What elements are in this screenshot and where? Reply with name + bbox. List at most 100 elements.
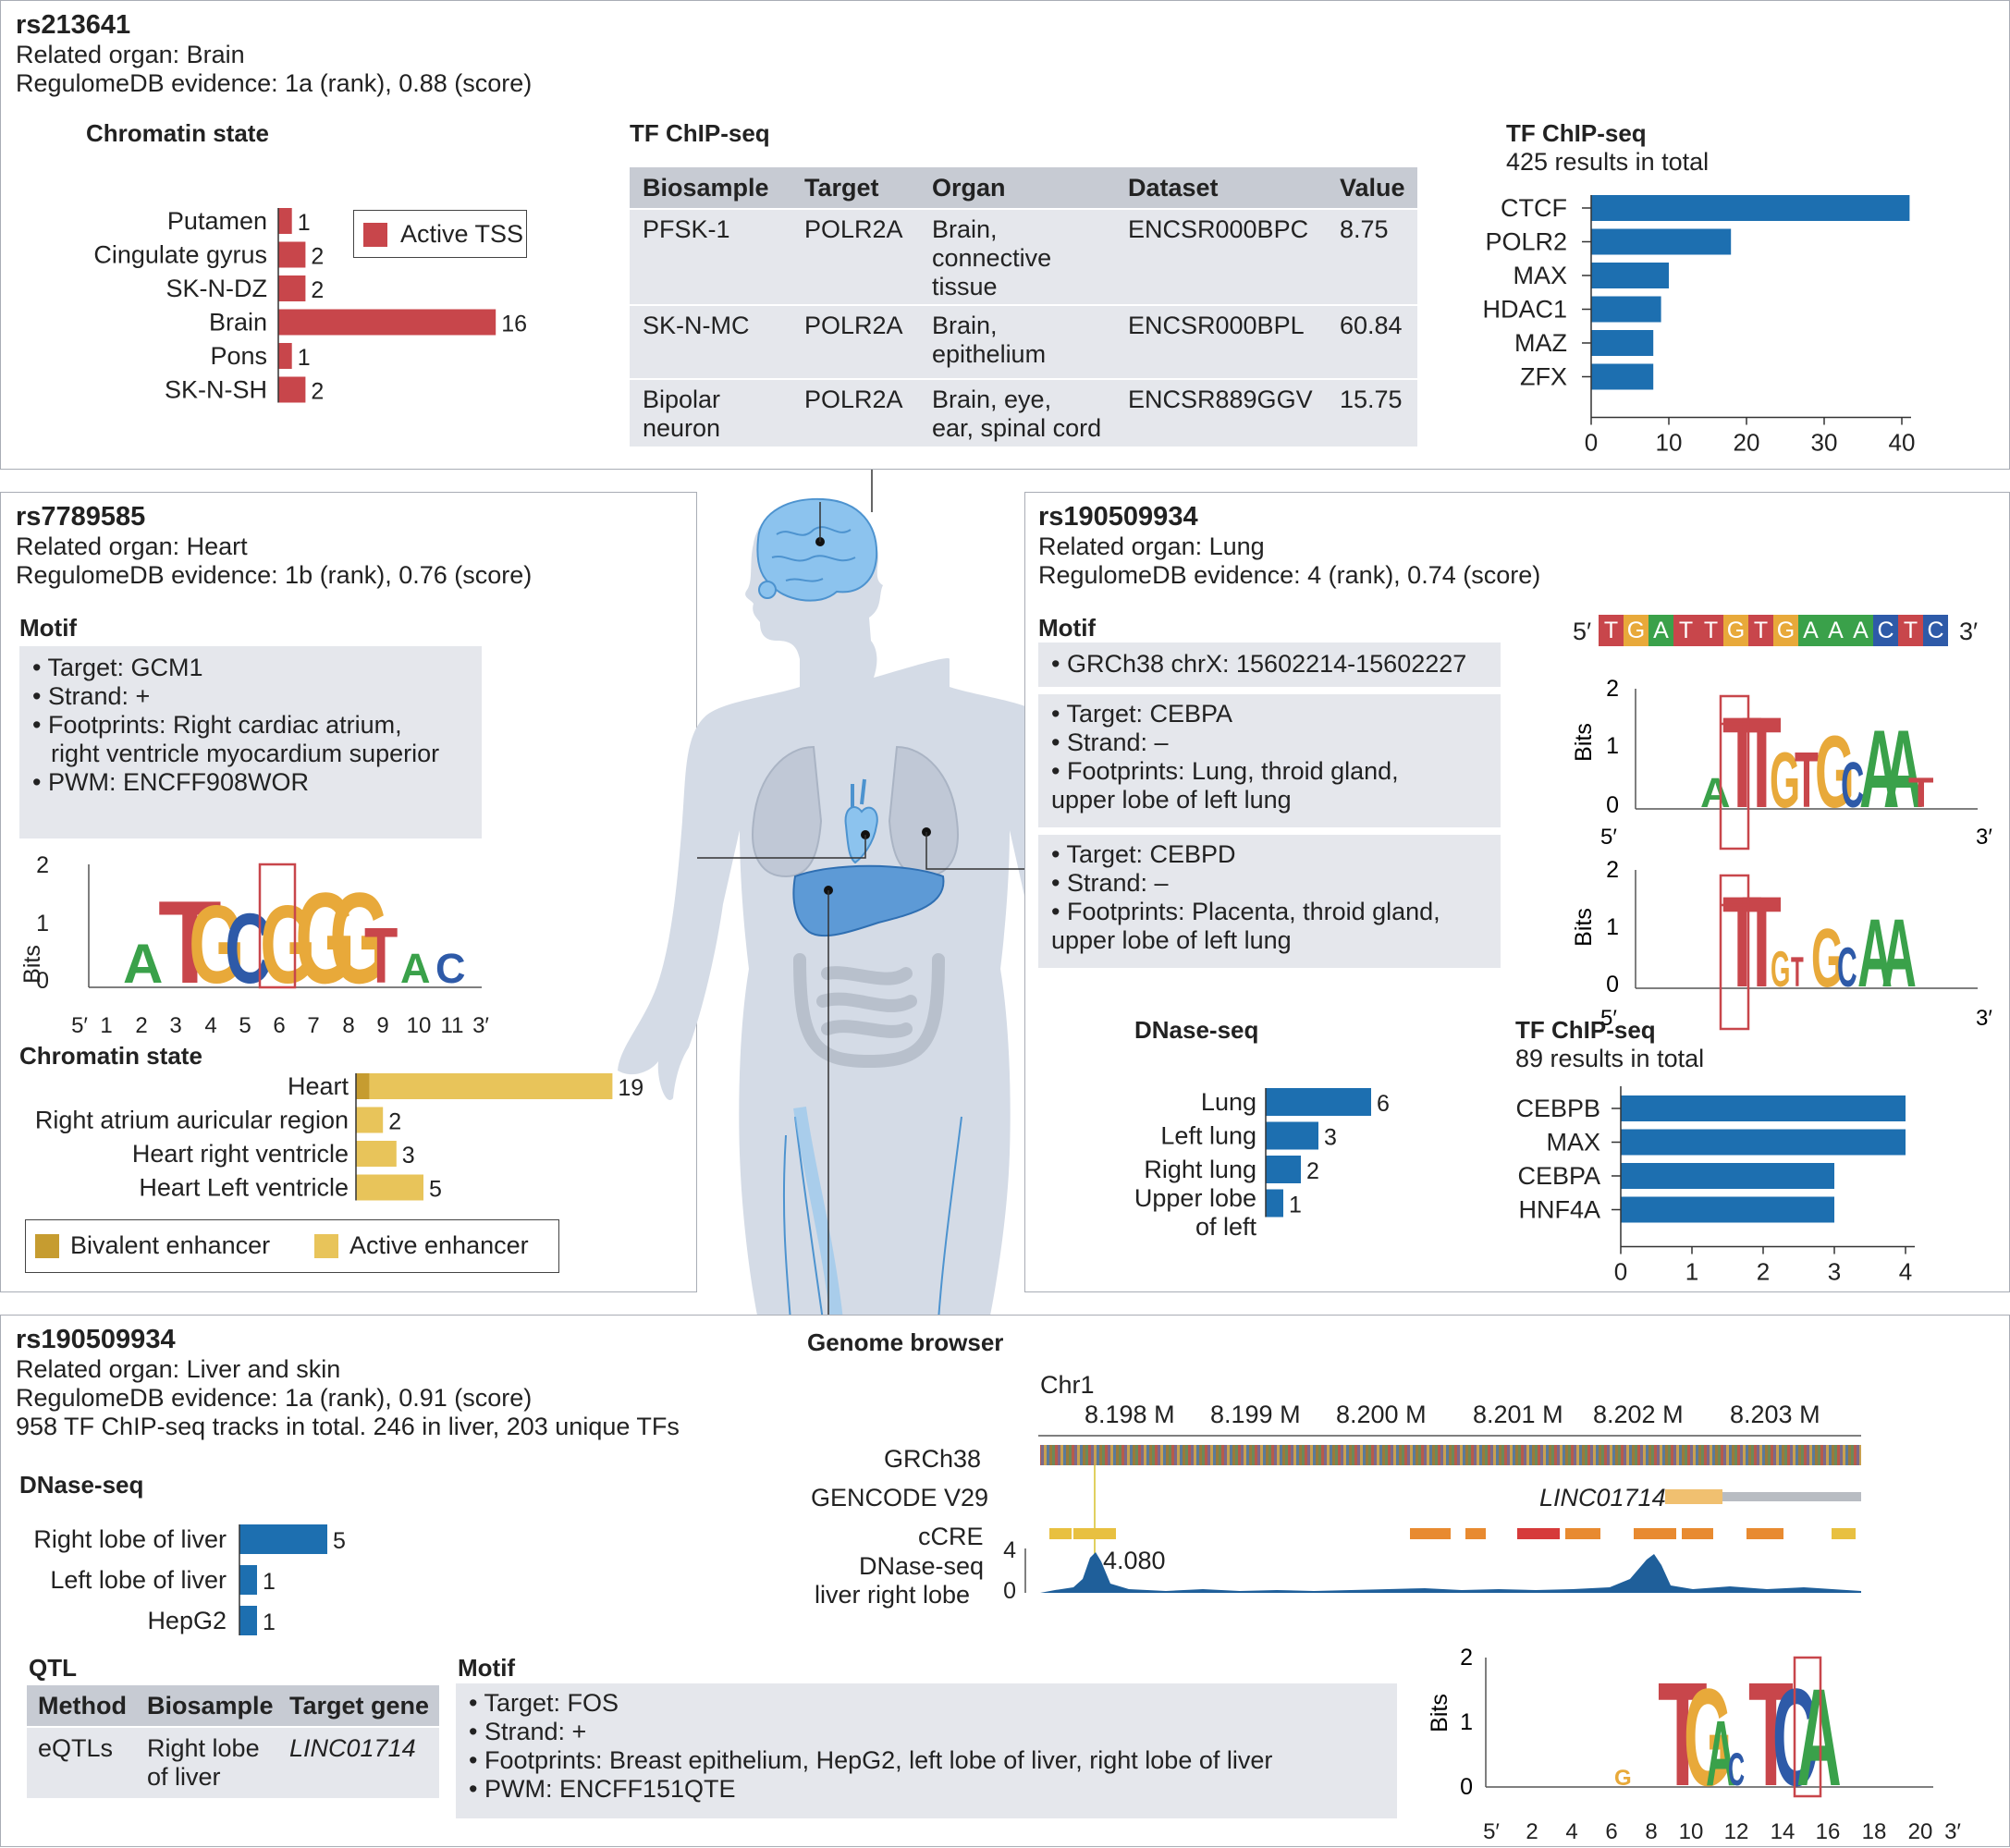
col-target: Target xyxy=(804,174,879,202)
value-label: 16 xyxy=(501,312,527,337)
category-label: of left xyxy=(1195,1213,1257,1241)
bar xyxy=(1621,1163,1834,1189)
heart-organ xyxy=(844,778,931,864)
x-tick-label: 11 xyxy=(441,1013,464,1038)
y-tick-label: 0 xyxy=(1606,972,1619,997)
x-tick-label: 20 xyxy=(1734,429,1760,457)
category-label: Heart xyxy=(288,1072,349,1100)
sequence-logo: Bits 2 1 0 A T G C G G G T A C 5′ 1 2 3 … xyxy=(19,852,489,1038)
related-organ: Related organ: Liver and skin xyxy=(16,1355,341,1383)
table-row: PFSK-1 POLR2A Brain, connective tissue E… xyxy=(630,210,1417,304)
eye xyxy=(758,581,777,599)
logo-letter: C xyxy=(435,945,466,992)
logo-letter: A xyxy=(1881,899,1917,1008)
logo-letter: A xyxy=(1857,899,1893,1008)
logo-letter: T xyxy=(364,912,398,1000)
tf-heading: TF ChIP-seq xyxy=(1515,1016,1656,1044)
logo-letter: A xyxy=(1883,707,1923,831)
logo-letter: C xyxy=(1728,1744,1745,1796)
tf-chipseq-chart: CEBPB MAX CEBPA HNF4A 0 1 2 3 4 xyxy=(1515,1086,1915,1286)
logo-letter: C xyxy=(1837,937,1857,999)
cell-biosample: neuron xyxy=(643,414,721,442)
x-tick-label: 5′ xyxy=(1483,1819,1500,1844)
motif-line: • Strand: – xyxy=(1051,869,1169,897)
chromatin-state-chart: Putamen 1 Cingulate gyrus 2 SK-N-DZ 2 Brain 16 P… xyxy=(93,207,527,405)
track-label: GENCODE V29 xyxy=(811,1484,989,1511)
x-tick-label: 16 xyxy=(1816,1819,1841,1844)
variant-highlight xyxy=(1719,694,1750,851)
sequence-base: A xyxy=(1798,615,1823,646)
x-tick-label: 1 xyxy=(100,1013,112,1038)
y-tick-label: 1 xyxy=(1606,914,1619,940)
value-label: 1 xyxy=(1289,1193,1302,1218)
cell-target: POLR2A xyxy=(804,312,903,339)
logo-letter: A xyxy=(400,945,431,992)
x-tick-label: 4 xyxy=(1899,1258,1912,1286)
logo-letter: G xyxy=(1770,737,1800,825)
sequence-base: C xyxy=(1873,615,1898,646)
logo-letter: G xyxy=(1771,942,1790,998)
sequence-base: A xyxy=(1848,615,1873,646)
x-tick-label: 20 xyxy=(1908,1819,1933,1844)
bar xyxy=(278,309,496,336)
x-tick-label: 30 xyxy=(1811,429,1838,457)
logo-letter: G xyxy=(295,866,355,1010)
category-label: SK-N-SH xyxy=(165,376,267,404)
logo-letter: G xyxy=(1614,1766,1632,1791)
logo-letter: G xyxy=(1684,1660,1733,1816)
bar xyxy=(1591,330,1654,356)
motif-box: • Target: GCM1 • Strand: + • Footprints:… xyxy=(19,646,482,838)
x-tick-label: 5 xyxy=(239,1013,251,1038)
motif-box: • Target: FOS • Strand: + • Footprints: … xyxy=(456,1683,1397,1818)
logo-letter: T xyxy=(1795,737,1819,825)
logo-ylabel: Bits xyxy=(1571,723,1597,762)
y-tick-label: 1 xyxy=(1606,733,1619,759)
logo-letter: T xyxy=(1722,871,1762,1015)
liver-organ xyxy=(792,864,945,937)
legend-swatch-bivalent xyxy=(35,1234,59,1258)
value-label: 19 xyxy=(618,1075,643,1101)
bar xyxy=(1591,263,1669,288)
motif-line: right ventricle myocardium superior xyxy=(51,740,440,767)
sequence-base: A xyxy=(1823,615,1848,646)
x-tick-label: 4 xyxy=(204,1013,216,1038)
motif-line: • Footprints: Breast epithelium, HepG2, … xyxy=(469,1746,1273,1774)
bar xyxy=(1266,1088,1371,1116)
value-label: 1 xyxy=(298,345,311,371)
legend-label: Active TSS xyxy=(400,220,524,248)
bar xyxy=(1266,1156,1301,1183)
col-biosample: Biosample xyxy=(147,1692,274,1719)
bar xyxy=(1266,1189,1283,1218)
bar xyxy=(1621,1196,1834,1223)
motif-line: upper lobe of left lung xyxy=(1051,926,1292,954)
tf-track-count: 958 TF ChIP-seq tracks in total. 246 in … xyxy=(16,1413,680,1440)
genome-coordinate: • GRCh38 chrX: 15602214-15602227 xyxy=(1051,650,1467,678)
x-tick-label: 6 xyxy=(1605,1819,1617,1844)
logo-letter: T xyxy=(1908,769,1934,816)
value-label: 2 xyxy=(311,277,324,303)
bar xyxy=(239,1606,257,1635)
variant-highlight xyxy=(258,863,297,989)
category-label: MAX xyxy=(1546,1129,1600,1157)
cell-target-gene: LINC01714 xyxy=(289,1734,416,1762)
motif-line: • Target: CEBPD xyxy=(1051,840,1236,868)
value-label: 2 xyxy=(311,244,324,270)
motif-line: • Strand: – xyxy=(1051,728,1169,756)
cell-biosample: Right lobe xyxy=(147,1734,260,1762)
peak-value-label: 4.080 xyxy=(1103,1547,1166,1574)
y-tick-label: 2 xyxy=(1606,676,1619,702)
position-tick: 8.198 M xyxy=(1085,1401,1175,1428)
dnase-seq-chart: Right lobe of liver 5 Left lobe of liver 1 H… xyxy=(33,1524,346,1635)
tf-subtitle: 89 results in total xyxy=(1515,1045,1705,1072)
bar xyxy=(1591,363,1654,390)
cell-dataset: ENCSR000BPC xyxy=(1128,215,1309,243)
bar xyxy=(1591,296,1661,323)
x-tick-label: 10 xyxy=(1679,1819,1704,1844)
sequence-base: G xyxy=(1773,615,1798,646)
snp-title: rs190509934 xyxy=(16,1325,176,1354)
chart-legend: Active TSS xyxy=(353,210,527,258)
logo-letter: T xyxy=(1658,1652,1708,1817)
chromatin-state-chart: Heart 19 Right atrium auricular region 2 Hea… xyxy=(35,1072,643,1203)
category-label: POLR2 xyxy=(1485,228,1567,256)
